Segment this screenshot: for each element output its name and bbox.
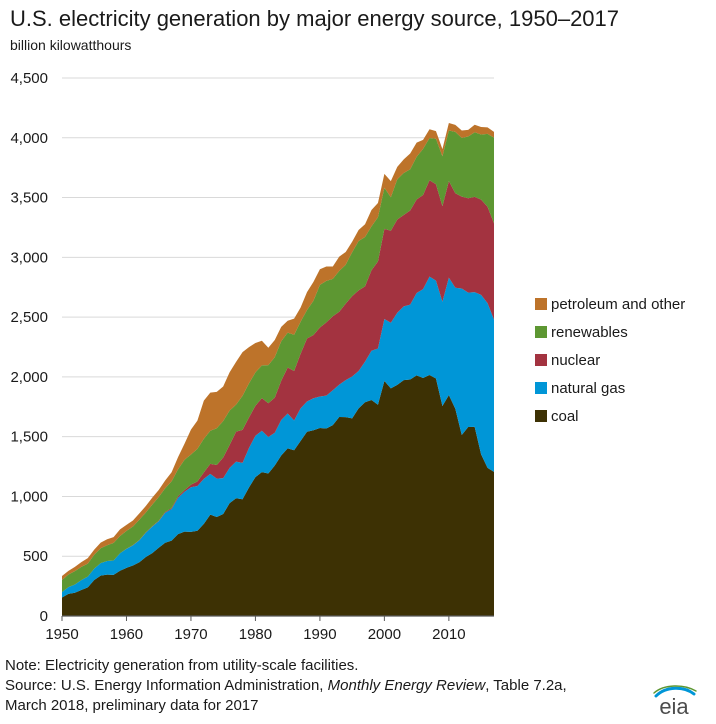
y-tick-label: 0 [40,608,48,625]
y-tick-label: 3,500 [10,190,48,207]
y-tick-label: 2,000 [10,369,48,386]
legend-swatch-natural-gas [535,382,547,394]
source-line: Source: U.S. Energy Information Administ… [5,676,567,696]
source-suffix: , Table 7.2a, [485,677,567,694]
x-tick-label: 1980 [239,626,272,643]
legend-label-petroleum: petroleum and other [551,295,686,313]
legend-label-renewables: renewables [551,323,628,341]
x-tick-label: 2000 [368,626,401,643]
area-nuclear [62,180,494,593]
y-tick-label: 1,500 [10,429,48,446]
chart-title: U.S. electricity generation by major ene… [10,6,620,31]
legend-item-natural-gas: natural gas [535,374,685,402]
x-tick-label: 1990 [303,626,336,643]
x-tick-label: 1960 [110,626,143,643]
source-prefix: Source: U.S. Energy Information Administ… [5,677,328,694]
y-tick-label: 2,500 [10,309,48,326]
area-series [62,122,494,616]
legend-item-renewables: renewables [535,318,685,346]
x-tick-label: 1950 [45,626,78,643]
y-tick-label: 3,000 [10,249,48,266]
y-tick-label: 4,500 [10,70,48,87]
area-renewables [62,130,494,593]
legend-item-petroleum: petroleum and other [535,290,685,318]
legend-label-natural-gas: natural gas [551,379,626,397]
y-tick-label: 500 [23,548,48,565]
logo-text: eia [659,694,689,718]
legend-swatch-petroleum [535,298,547,310]
source-publication: Monthly Energy Review [327,677,486,694]
area-coal [62,374,494,616]
logo-arc-outer [653,685,697,694]
chart-subtitle: billion kilowatthours [10,37,132,53]
legend-item-nuclear: nuclear [535,346,685,374]
x-tick-label: 1970 [174,626,207,643]
legend-swatch-coal [535,410,547,422]
y-tick-label: 1,000 [10,488,48,505]
legend-label-coal: coal [551,407,579,425]
legend-swatch-renewables [535,326,547,338]
x-tick-label: 2010 [432,626,465,643]
legend-item-coal: coal [535,402,685,430]
eia-logo-icon: eia [653,685,697,718]
legend: petroleum and other renewables nuclear n… [535,290,685,430]
area-natural_gas [62,276,494,598]
logo-arc [654,686,696,698]
legend-label-nuclear: nuclear [551,351,601,369]
y-tick-label: 4,000 [10,130,48,147]
axes: 0 500 1,000 1,500 2,000 2,500 3,000 3,500 4,000 4… [10,70,494,643]
legend-swatch-nuclear [535,354,547,366]
source-date-line: March 2018, preliminary data for 2017 [5,697,259,714]
note-line: Note: Electricity generation from utilit… [5,657,359,674]
footnote: Note: Electricity generation from utilit… [5,656,567,716]
